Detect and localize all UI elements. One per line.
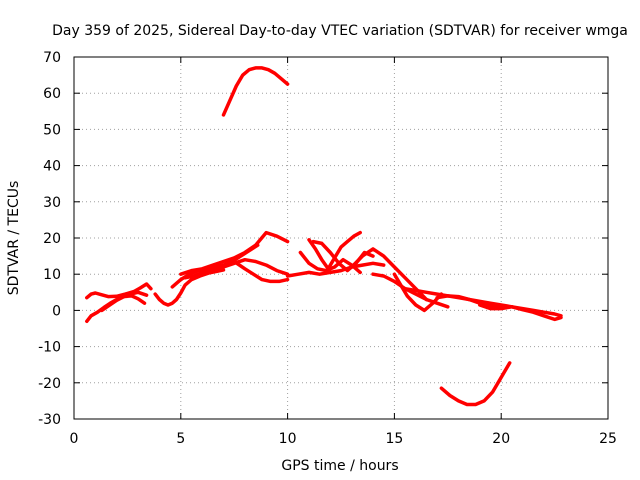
y-tick-label: 40 bbox=[43, 159, 61, 175]
y-tick-label: 10 bbox=[43, 267, 61, 283]
series-line-arc-early-1 bbox=[85, 282, 153, 300]
x-tick-label: 20 bbox=[492, 431, 510, 447]
x-tick-label: 25 bbox=[599, 431, 617, 447]
y-tick-label: -30 bbox=[38, 412, 61, 428]
x-tick-label: 5 bbox=[176, 431, 185, 447]
series-line-arc-late-4 bbox=[298, 250, 362, 275]
grid bbox=[74, 57, 608, 419]
series-line-arc-high bbox=[221, 66, 290, 117]
series-line-arc-late-7 bbox=[392, 272, 444, 313]
y-tick-label: -10 bbox=[38, 340, 61, 356]
chart-title: Day 359 of 2025, Sidereal Day-to-day VTE… bbox=[52, 23, 628, 39]
y-tick-label: 70 bbox=[43, 50, 61, 66]
x-ticks: 0 5 10 15 20 25 bbox=[70, 57, 617, 447]
x-tick-label: 0 bbox=[70, 431, 79, 447]
series-line-arc-early-3 bbox=[100, 290, 149, 313]
y-tick-label: -20 bbox=[38, 376, 61, 392]
y-tick-label: 0 bbox=[52, 303, 61, 319]
series-line-arc-late-5 bbox=[349, 247, 429, 302]
series-line-arc-low bbox=[439, 361, 512, 407]
series-line-arc-tail-2 bbox=[478, 303, 563, 322]
y-ticks: -30 -20 -10 0 10 20 30 40 50 60 70 bbox=[38, 50, 608, 428]
y-tick-label: 20 bbox=[43, 231, 61, 247]
series-line-arc-tail-1 bbox=[435, 294, 563, 318]
series-line-arc-mid-rise bbox=[153, 268, 226, 307]
series-line-arc-mid-3 bbox=[179, 230, 290, 276]
series-layer bbox=[85, 66, 563, 407]
y-tick-label: 30 bbox=[43, 195, 61, 211]
series-line-arc-mid-5 bbox=[232, 259, 290, 284]
x-axis-title: GPS time / hours bbox=[281, 458, 398, 474]
y-tick-label: 60 bbox=[43, 86, 61, 102]
series-line-arc-late-1 bbox=[285, 261, 386, 278]
x-tick-label: 15 bbox=[385, 431, 403, 447]
x-tick-label: 10 bbox=[279, 431, 297, 447]
y-axis-title: SDTVAR / TECUs bbox=[6, 181, 22, 296]
y-tick-label: 50 bbox=[43, 122, 61, 138]
